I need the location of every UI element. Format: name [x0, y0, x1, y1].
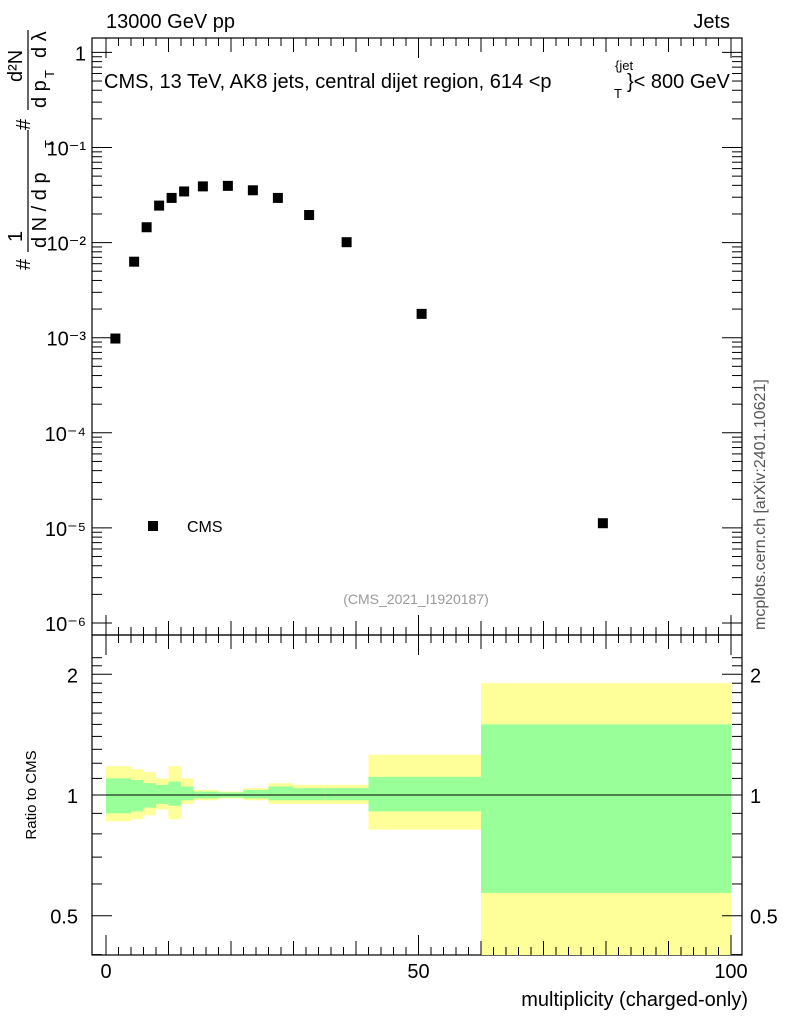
- x-tick-label: 50: [407, 961, 429, 983]
- ratio-band-inner: [156, 784, 169, 804]
- ratio-y-tick-label-left: 0.5: [50, 907, 78, 929]
- lower-ticks: 0.5 0.5 1 1 2 2 0 50 100: [50, 635, 778, 983]
- x-axis-label: multiplicity (charged-only): [521, 989, 748, 1011]
- ratio-band-inner: [368, 776, 481, 812]
- data-point: [304, 210, 315, 221]
- y-axis-label-upper: # 1 d N / d p T # d²N d p T d λ: [5, 30, 57, 270]
- data-points: [110, 180, 608, 529]
- ratio-band-inner: [131, 779, 144, 812]
- ylabel-dpT: d p: [29, 80, 51, 108]
- ratio-band-inner: [168, 781, 181, 806]
- data-point: [110, 333, 121, 344]
- ratio-y-label: Ratio to CMS: [23, 750, 40, 839]
- title-end: }< 800 GeV: [627, 71, 731, 93]
- y-tick-label: 10⁻²: [47, 234, 87, 256]
- data-point: [341, 237, 352, 248]
- title-superscript: {jet: [615, 58, 633, 73]
- upper-panel-frame: [91, 37, 743, 636]
- analysis-id: (CMS_2021_I1920187): [343, 591, 489, 607]
- ratio-band-inner: [268, 786, 294, 801]
- y-tick-label: 10⁻⁶: [45, 614, 86, 636]
- plot-title: CMS, 13 TeV, AK8 jets, central dijet reg…: [104, 71, 552, 93]
- upper-y-ticks: 10⁻⁶ 10⁻⁵ 10⁻⁴ 10⁻³ 10⁻² 10⁻¹ 1: [45, 38, 742, 636]
- ratio-y-tick-label-right: 1: [750, 786, 761, 808]
- ylabel-dN: d N / d p: [29, 172, 51, 248]
- data-point: [129, 256, 140, 267]
- ratio-y-tick-label-right: 2: [750, 665, 761, 687]
- ratio-y-tick-label-right: 0.5: [750, 907, 778, 929]
- x-tick-label: 100: [714, 961, 747, 983]
- ratio-band-inner: [293, 788, 325, 801]
- header-left: 13000 GeV pp: [106, 11, 235, 33]
- ratio-y-tick-label-left: 1: [67, 786, 78, 808]
- title-subscript: T: [614, 86, 622, 101]
- ylabel-T2: T: [42, 70, 57, 78]
- data-point: [179, 186, 190, 197]
- ylabel-d2N: d²N: [5, 50, 27, 82]
- legend-label: CMS: [187, 519, 223, 536]
- y-tick-label: 10⁻³: [47, 329, 87, 351]
- ratio-band-inner: [481, 724, 731, 893]
- data-point: [247, 185, 258, 196]
- ratio-y-tick-label-left: 2: [67, 665, 78, 687]
- data-point: [597, 518, 608, 529]
- x-tick-label: 0: [100, 961, 111, 983]
- data-point: [141, 222, 152, 233]
- ylabel-one: 1: [5, 231, 27, 242]
- data-point: [154, 200, 165, 211]
- title-main: CMS, 13 TeV, AK8 jets, central dijet reg…: [104, 71, 552, 93]
- ratio-band-inner: [106, 778, 131, 814]
- data-point: [222, 180, 233, 191]
- ylabel-hash2: #: [13, 118, 35, 130]
- header-right: Jets: [693, 11, 730, 33]
- data-point: [166, 192, 177, 203]
- ylabel-hash1: #: [13, 258, 35, 270]
- y-tick-label: 10⁻¹: [47, 139, 87, 161]
- ratio-band-inner: [324, 788, 369, 801]
- ylabel-T1: T: [42, 140, 57, 148]
- watermark: mcplots.cern.ch [arXiv:2401.10621]: [752, 379, 769, 630]
- ylabel-dlambda: d λ: [29, 31, 51, 58]
- ratio-band-inner: [243, 789, 269, 799]
- data-point: [272, 192, 283, 203]
- ratio-band-inner: [181, 786, 194, 801]
- y-tick-label: 10⁻⁴: [45, 424, 86, 446]
- legend-marker: [148, 521, 158, 531]
- data-point: [197, 181, 208, 192]
- y-tick-label: 1: [75, 43, 86, 65]
- data-point: [416, 308, 427, 319]
- ratio-bands: [92, 683, 742, 955]
- y-tick-label: 10⁻⁵: [45, 519, 86, 541]
